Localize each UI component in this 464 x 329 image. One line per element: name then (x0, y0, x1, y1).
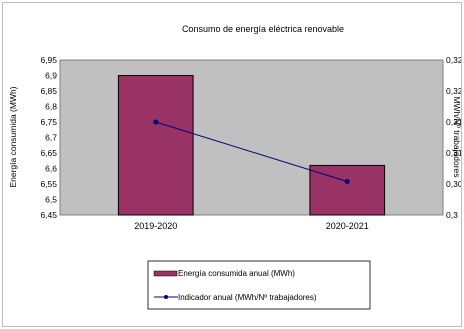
y2-tick-label: 0,31 (446, 148, 461, 158)
y-tick-label: 6,5 (45, 195, 57, 205)
y-tick-label: 6,65 (40, 148, 57, 158)
y-tick-label: 6,75 (40, 117, 57, 127)
y2-tick-label: 0,32 (446, 86, 461, 96)
y-tick-label: 6,6 (45, 164, 57, 174)
y-axis-label: Energía consumida (MWh) (8, 86, 18, 187)
legend-swatch-energy (153, 270, 178, 277)
y-tick-label: 6,55 (40, 179, 57, 189)
x-tick-label: 2020-2021 (326, 221, 369, 231)
y-tick-label: 6,45 (40, 210, 57, 220)
legend-box (147, 260, 371, 310)
chart-title: Consumo de energía eléctrica renovable (182, 24, 344, 34)
y2-tick-label: 0,325 (446, 55, 461, 65)
chart-frame: Consumo de energía eléctrica renovable 6… (2, 2, 462, 327)
y-tick-label: 6,95 (40, 55, 57, 65)
y2-axis-label: MWh/Nº trabajadores (452, 96, 461, 177)
y-tick-label: 6,9 (45, 71, 57, 81)
legend-label-energy: Energía consumida anual (MWh) (178, 269, 295, 278)
y2-tick-label: 0,315 (446, 117, 461, 127)
x-tick-label: 2019-2020 (134, 221, 177, 231)
y2-tick-label: 0,3 (446, 210, 458, 220)
chart-canvas: Consumo de energía eléctrica renovable 6… (8, 24, 461, 310)
y-tick-label: 6,7 (45, 133, 57, 143)
bar-energy-2019-2020 (117, 75, 194, 216)
indicator-point-2020-2021 (344, 179, 350, 185)
legend-swatch-indicator-marker (164, 295, 168, 299)
indicator-point-2019-2020 (153, 119, 159, 125)
y-tick-label: 6,8 (45, 102, 57, 112)
legend-label-indicator: Indicador anual (MWh/Nº trabajadores) (178, 293, 317, 302)
legend: Energía consumida anual (MWh) Indicador … (147, 260, 371, 310)
y2-tick-label: 0,305 (446, 179, 461, 189)
indicator-line (155, 121, 348, 182)
bar-energy-2020-2021 (309, 164, 386, 216)
y-tick-label: 6,85 (40, 86, 57, 96)
plot-area (59, 59, 444, 216)
